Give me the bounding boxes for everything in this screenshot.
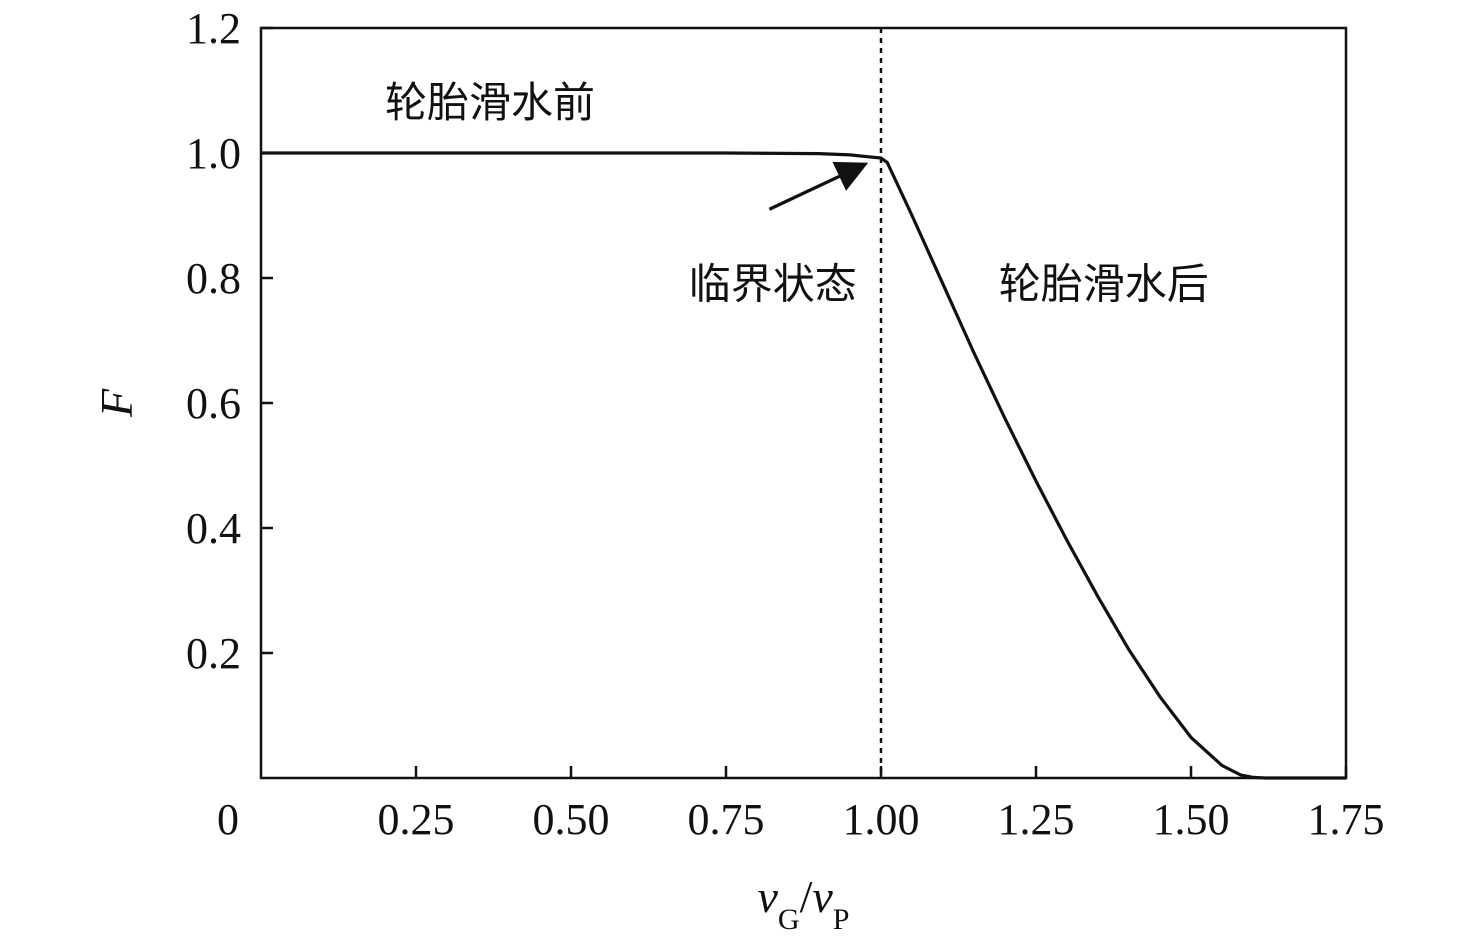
y-tick-label: 1.0	[186, 129, 241, 178]
origin-label: 0	[217, 795, 239, 844]
x-tick-label: 1.25	[998, 795, 1075, 844]
annotation-before: 轮胎滑水前	[385, 78, 595, 127]
y-axis-label: F	[91, 388, 142, 418]
x-tick-label: 1.75	[1308, 795, 1385, 844]
x-tick-label: 0.25	[378, 795, 455, 844]
y-tick-label: 0.4	[186, 504, 241, 553]
x-tick-label: 0.50	[533, 795, 610, 844]
x-axis-label: vG/vP	[758, 871, 850, 936]
y-tick-label: 0.6	[186, 379, 241, 428]
x-tick-label: 1.00	[843, 795, 920, 844]
annotation-arrow	[768, 161, 869, 211]
annotation-after: 轮胎滑水后	[999, 259, 1209, 308]
x-tick-label: 0.75	[688, 795, 765, 844]
y-tick-label: 0.8	[186, 254, 241, 303]
annotation-critical: 临界状态	[689, 259, 857, 308]
plot-frame	[259, 26, 1348, 780]
y-tick-label: 0.2	[186, 629, 241, 678]
series-line	[261, 151, 1346, 780]
y-ticks: 0.2 0.4 0.6 0.8 1.0 1.2	[186, 4, 273, 678]
y-tick-label: 1.2	[186, 4, 241, 53]
x-ticks: 0.25 0.50 0.75 1.00 1.25 1.50 1.75	[378, 766, 1385, 844]
x-tick-label: 1.50	[1153, 795, 1230, 844]
